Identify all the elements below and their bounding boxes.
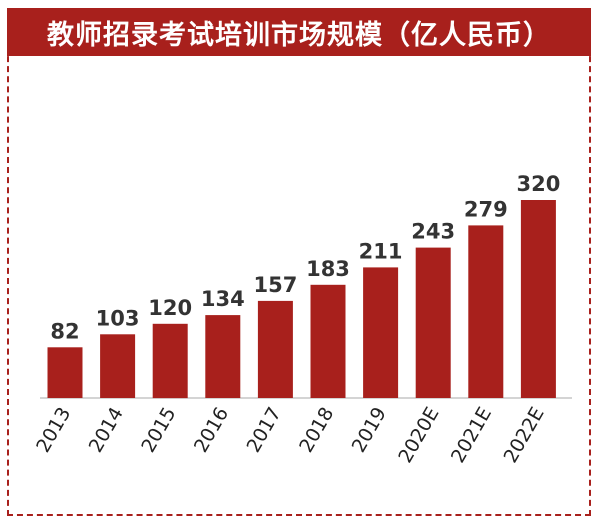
category-label-2014: 2014: [85, 404, 128, 457]
bar-2022E: [520, 200, 556, 398]
bar-2017: [257, 300, 293, 398]
category-label-2013: 2013: [32, 404, 75, 457]
category-label-2015: 2015: [137, 404, 180, 457]
bar-2021E: [468, 225, 504, 398]
value-label-2020E: 243: [411, 220, 455, 244]
chart-frame: [7, 46, 591, 516]
value-label-2013: 82: [50, 319, 79, 343]
value-label-2015: 120: [148, 296, 192, 320]
value-label-2018: 183: [306, 257, 350, 281]
bars-group: [47, 200, 556, 399]
value-label-2017: 157: [253, 273, 297, 297]
category-label-2019: 2019: [348, 404, 391, 457]
category-label-2021E: 2021E: [447, 404, 496, 467]
category-label-2016: 2016: [190, 404, 233, 457]
category-label-2022E: 2022E: [499, 404, 548, 467]
bar-2014: [100, 334, 136, 398]
bar-2016: [205, 315, 241, 398]
category-label-2018: 2018: [295, 404, 338, 457]
category-label-2020E: 2020E: [394, 404, 443, 467]
value-label-2021E: 279: [464, 197, 508, 221]
bar-2013: [47, 347, 83, 398]
bar-2019: [363, 267, 399, 398]
bar-2015: [152, 323, 188, 399]
chart-title: 教师招录考试培训市场规模（亿人民币）: [7, 8, 591, 56]
category-labels-group: 2013 2014 2015 2016 2017 2018 2019 2020E 2021E 20…: [32, 404, 549, 467]
value-label-2019: 211: [359, 239, 403, 263]
category-label-2017: 2017: [242, 404, 285, 457]
bar-2020E: [415, 247, 451, 398]
value-labels-group: 82 103 120 134 157 183 211 243 279 320: [50, 172, 560, 343]
bar-2018: [310, 284, 346, 398]
value-label-2022E: 320: [516, 172, 560, 196]
value-label-2016: 134: [201, 287, 245, 311]
value-label-2014: 103: [96, 306, 140, 330]
